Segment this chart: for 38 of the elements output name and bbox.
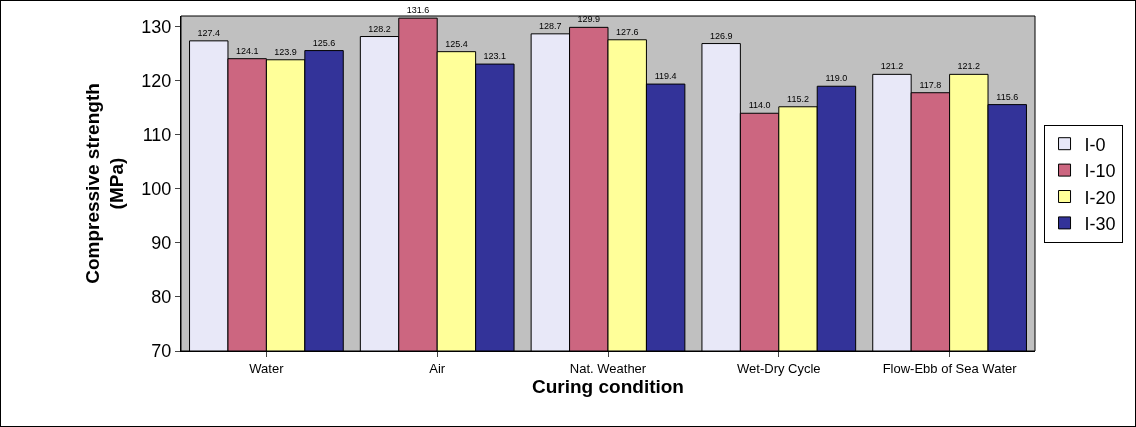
x-tick-label: Wet-Dry Cycle [737,360,821,376]
x-tick-label: Air [429,360,446,376]
data-label: 124.1 [235,45,259,56]
data-label: 127.6 [615,26,639,37]
data-label: 123.9 [274,46,297,57]
data-label: 131.6 [406,5,430,16]
data-label: 123.1 [483,51,507,62]
legend-label: I-30 [1084,213,1116,234]
data-label: 128.7 [539,20,562,31]
y-tick-label: 130 [141,17,172,38]
data-label: 114.0 [748,100,771,111]
y-tick-label: 100 [141,179,172,200]
x-tick-label: Nat. Weather [569,360,647,376]
data-label: 115.2 [787,93,809,104]
y-axis-title: Compressive strength (MPa) [81,83,128,284]
data-label: 125.6 [312,37,336,48]
data-label: 115.6 [996,91,1019,102]
y-tick-label: 80 [151,287,172,308]
data-label: 119.0 [825,73,848,84]
data-label: 121.2 [957,61,981,72]
data-label: 128.2 [368,23,391,34]
y-tick-label: 90 [151,233,172,254]
y-tick-label: 70 [151,341,172,362]
data-label: 125.4 [445,38,468,49]
x-axis-title: Curing condition [532,375,684,397]
y-tick-label: 110 [142,125,172,146]
data-label: 119.4 [654,71,677,82]
data-label: 129.9 [577,14,601,25]
data-label: 126.9 [709,30,733,41]
data-label: 127.4 [197,27,221,38]
x-tick-label: Flow-Ebb of Sea Water [882,360,1018,376]
x-tick-label: Water [249,360,285,376]
legend-label: I-20 [1084,187,1116,208]
data-label: 117.8 [919,79,942,90]
legend-label: I-0 [1084,134,1106,155]
legend-label: I-10 [1084,161,1116,182]
y-tick-label: 120 [141,71,172,92]
data-label: 121.2 [880,61,904,72]
